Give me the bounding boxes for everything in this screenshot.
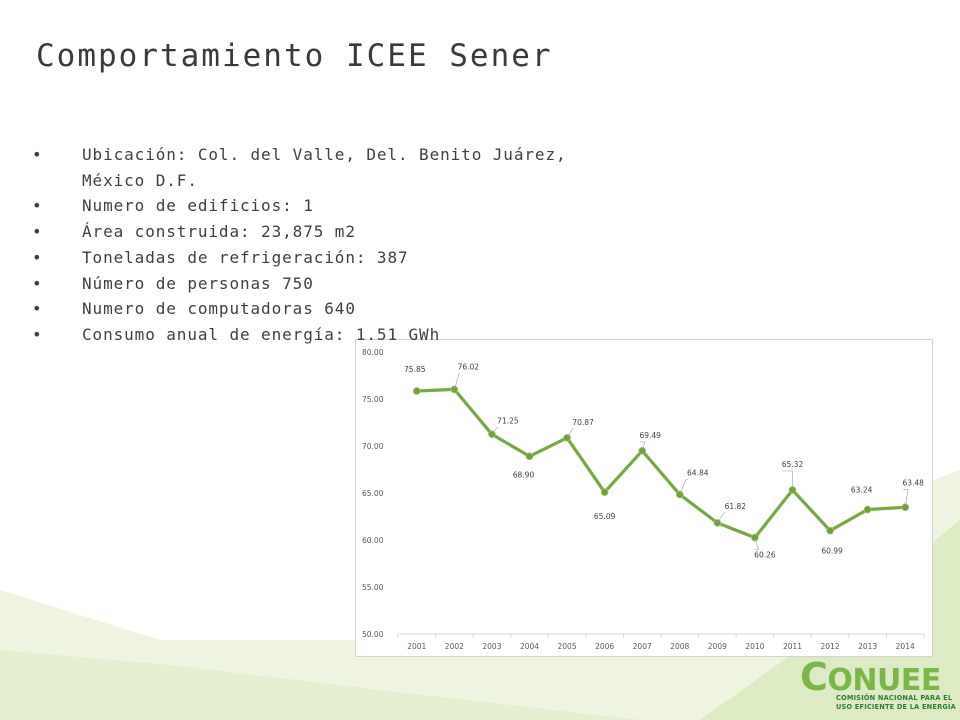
bullet-location: Ubicación: Col. del Valle, Del. Benito J…	[32, 142, 592, 193]
x-tick-label: 2008	[670, 642, 689, 651]
data-label: 60.26	[754, 551, 776, 560]
bullet-people: Número de personas 750	[32, 271, 592, 297]
data-label: 75.85	[404, 365, 426, 374]
decor-wave-mid	[0, 650, 640, 720]
data-point	[638, 446, 647, 455]
series-line	[416, 387, 906, 540]
x-tick-label: 2012	[821, 642, 840, 651]
bullet-area: Área construida: 23,875 m2	[32, 219, 592, 245]
x-tick-label: 2009	[708, 642, 727, 651]
y-axis: 50.00 55.00 60.00 65.00 70.00 75.00 80.00	[362, 348, 384, 639]
data-label: 71.25	[497, 416, 519, 425]
logo-word-rest: ONUEE	[827, 663, 941, 698]
decor-wave-light	[0, 470, 960, 720]
y-tick-label: 80.00	[362, 348, 384, 357]
logo-subtitle-line1: COMISIÓN NACIONAL PARA EL	[836, 694, 953, 702]
data-label: 65.09	[594, 512, 616, 521]
x-tick-label: 2007	[633, 642, 652, 651]
x-tick-label: 2005	[558, 642, 577, 651]
page-title: Comportamiento ICEE Sener	[36, 38, 553, 74]
data-point	[863, 505, 872, 514]
y-tick-label: 70.00	[362, 442, 384, 451]
y-tick-label: 75.00	[362, 395, 384, 404]
data-label-leader	[640, 441, 646, 451]
data-point	[600, 488, 609, 496]
bullet-buildings: Numero de edificios: 1	[32, 193, 592, 219]
chart-container: 50.00 55.00 60.00 65.00 70.00 75.00 80.00 2001…	[355, 339, 933, 657]
data-point	[525, 452, 534, 461]
y-tick-label: 55.00	[362, 583, 384, 592]
logo-subtitle: COMISIÓN NACIONAL PARA EL USO EFICIENTE …	[836, 694, 956, 712]
data-label-leader	[754, 537, 759, 550]
x-tick-label: 2002	[445, 642, 464, 651]
y-tick-label: 65.00	[362, 489, 384, 498]
data-label-leader	[454, 373, 460, 390]
logo-wordmark: CONUEE	[800, 658, 941, 698]
series-layer	[412, 385, 910, 542]
data-label-leader	[903, 488, 909, 508]
line-chart: 50.00 55.00 60.00 65.00 70.00 75.00 80.00 2001…	[362, 348, 925, 651]
data-label: 68.90	[513, 470, 535, 479]
data-label: 65.32	[782, 460, 804, 469]
data-label-leader	[717, 512, 726, 524]
data-label: 76.02	[458, 362, 480, 371]
data-label: 63.24	[851, 486, 873, 495]
data-label-leader	[679, 479, 688, 495]
bullet-energy: Consumo anual de energía: 1.51 GWh	[32, 322, 592, 348]
data-label: 63.48	[902, 478, 924, 487]
logo-initial: C	[800, 655, 828, 699]
x-tick-label: 2006	[595, 642, 614, 651]
data-label-leader	[566, 428, 574, 438]
data-label-leader	[782, 470, 793, 490]
x-tick-label: 2010	[745, 642, 764, 651]
x-tick-label: 2004	[520, 642, 539, 651]
logo-subtitle-line2: USO EFICIENTE DE LA ENERGÍA	[836, 703, 956, 711]
x-tick-label: 2003	[482, 642, 501, 651]
x-tick-label: 2014	[896, 642, 915, 651]
data-label: 60.99	[821, 547, 843, 556]
bullet-list: Ubicación: Col. del Valle, Del. Benito J…	[32, 142, 592, 348]
data-label-leader	[491, 426, 498, 435]
data-point	[412, 387, 421, 395]
y-tick-label: 60.00	[362, 536, 384, 545]
data-label: 64.84	[687, 469, 709, 478]
data-label: 61.82	[725, 502, 747, 511]
data-point	[713, 519, 722, 527]
y-tick-label: 50.00	[362, 630, 384, 639]
decor-wave-right	[700, 520, 960, 720]
data-point	[901, 503, 910, 512]
data-label: 69.49	[639, 431, 661, 440]
bullet-refrigeration: Toneladas de refrigeración: 387	[32, 245, 592, 271]
bullet-computers: Numero de computadoras 640	[32, 296, 592, 322]
x-tick-label: 2011	[783, 642, 802, 651]
x-axis: 2001 2002 2003 2004 2005 2006 2007 2008 2009 2010…	[397, 633, 925, 651]
data-label: 70.87	[572, 418, 594, 427]
data-label-layer: 75.85 76.02 71.25 68.90 70.87 65.09 69.49 64.84…	[404, 362, 924, 559]
x-tick-label: 2001	[407, 642, 426, 651]
x-tick-label: 2013	[858, 642, 877, 651]
data-point	[826, 526, 834, 535]
conuee-logo: CONUEE COMISIÓN NACIONAL PARA EL USO EFI…	[800, 658, 956, 716]
data-point	[563, 434, 571, 442]
